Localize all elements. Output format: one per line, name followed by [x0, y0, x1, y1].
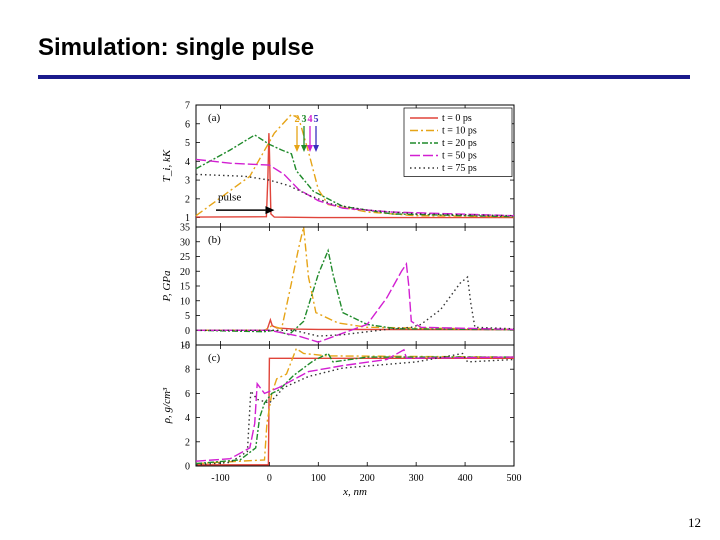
y-axis-label-b: P, GPa [161, 270, 173, 302]
y-tick-label: 3 [185, 176, 190, 187]
y-tick-label: 5 [185, 138, 190, 149]
probe-arrow-head [301, 145, 307, 152]
y-tick-label: 30 [180, 237, 190, 248]
probe-arrow-head [294, 145, 300, 152]
probe-arrow-head [313, 145, 319, 152]
panel-label-b: (b) [208, 234, 221, 246]
legend-entry: t = 75 ps [442, 163, 477, 174]
y-tick-label: 6 [185, 119, 190, 130]
probe-arrow-head [307, 145, 313, 152]
y-axis-label-a: T_i, kK [161, 149, 173, 182]
x-tick-label: 500 [507, 473, 522, 484]
y-tick-label: 4 [185, 413, 190, 424]
y-tick-label: 2 [185, 194, 190, 205]
y-tick-label: 25 [180, 252, 190, 263]
series-line-c-3 [195, 348, 515, 462]
series-line-c-2 [195, 352, 514, 465]
probe-label-3: 3 [302, 114, 307, 125]
legend-entry: t = 0 ps [442, 113, 472, 124]
y-tick-label: 20 [180, 267, 190, 278]
panel-frame-b [195, 226, 515, 346]
x-tick-label: 0 [267, 473, 272, 484]
legend-entry: t = 50 ps [442, 151, 477, 162]
y-axis-label-c: ρ, g/cm³ [161, 387, 173, 424]
y-tick-label: 10 [180, 341, 190, 352]
series-line-a-1 [195, 113, 515, 218]
x-tick-label: 100 [311, 473, 326, 484]
panel-frame-c [195, 344, 515, 467]
x-axis-label: x, nm [342, 486, 367, 498]
y-tick-label: 4 [185, 157, 190, 168]
legend-box [403, 107, 513, 177]
x-tick-label: -100 [211, 473, 229, 484]
series-line-a-3 [195, 158, 515, 217]
page-number: 12 [688, 515, 701, 530]
y-tick-label: 7 [185, 101, 190, 112]
probe-label-4: 4 [308, 114, 313, 125]
series-line-b-1 [196, 226, 515, 331]
slide-title: Simulation: single pulse [38, 34, 315, 61]
panel-label-a: (a) [208, 112, 221, 124]
series-line-a-0 [195, 133, 514, 219]
title-rule [38, 75, 690, 79]
series-line-b-2 [195, 248, 515, 336]
y-tick-label: 6 [185, 389, 190, 400]
y-tick-label: 0 [185, 462, 190, 473]
y-tick-label: 15 [180, 282, 190, 293]
series-line-c-1 [195, 347, 515, 465]
series-line-c-0 [196, 357, 514, 466]
y-tick-label: 1 [185, 213, 190, 224]
legend-entry: t = 10 ps [442, 126, 477, 137]
series-line-c-4 [195, 352, 515, 466]
legend-entry: t = 20 ps [442, 138, 477, 149]
y-tick-label: -5 [182, 341, 190, 352]
series-line-b-3 [196, 261, 515, 343]
x-tick-label: 300 [409, 473, 424, 484]
pulse-label: pulse [218, 192, 241, 204]
x-tick-label: 400 [458, 473, 473, 484]
series-line-b-4 [196, 275, 515, 337]
y-tick-label: 0 [185, 326, 190, 337]
y-tick-label: 10 [180, 296, 190, 307]
probe-label-2: 2 [295, 114, 300, 125]
panel-label-c: (c) [208, 352, 221, 364]
probe-label-5: 5 [314, 114, 319, 125]
y-tick-label: 2 [185, 437, 190, 448]
pulse-arrow-head [265, 206, 275, 215]
y-tick-label: 8 [185, 365, 190, 376]
y-tick-label: 35 [180, 223, 190, 234]
series-line-a-2 [195, 134, 515, 218]
y-tick-label: 5 [185, 311, 190, 322]
x-tick-label: 200 [360, 473, 375, 484]
